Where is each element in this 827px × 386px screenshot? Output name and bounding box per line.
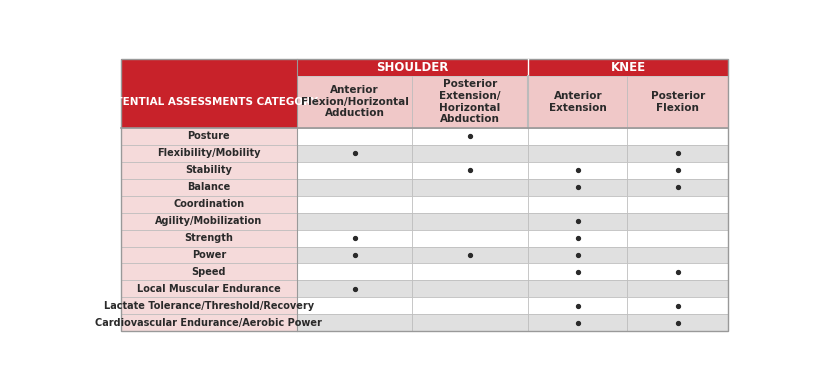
Bar — [121, 280, 297, 297]
Bar — [528, 196, 627, 213]
Bar — [297, 314, 412, 331]
Bar — [627, 128, 727, 145]
Bar — [297, 162, 412, 179]
Bar — [412, 162, 528, 179]
Bar — [297, 128, 412, 145]
Bar — [121, 162, 297, 179]
Bar — [627, 247, 727, 264]
Text: Posterior
Extension/
Horizontal
Abduction: Posterior Extension/ Horizontal Abductio… — [439, 80, 500, 124]
Text: Lactate Tolerance/Threshold/Recovery: Lactate Tolerance/Threshold/Recovery — [103, 301, 313, 311]
Bar — [412, 247, 528, 264]
Bar — [121, 247, 297, 264]
Bar — [627, 162, 727, 179]
Text: KNEE: KNEE — [609, 61, 645, 74]
Bar — [297, 297, 412, 314]
Text: Flexibility/Mobility: Flexibility/Mobility — [157, 148, 261, 158]
Bar — [121, 264, 297, 280]
Text: Strength: Strength — [184, 233, 233, 243]
Bar — [412, 297, 528, 314]
Bar — [121, 314, 297, 331]
Bar — [412, 280, 528, 297]
Bar — [528, 297, 627, 314]
Bar — [412, 213, 528, 230]
Bar — [297, 213, 412, 230]
Bar — [121, 179, 297, 196]
Bar — [627, 280, 727, 297]
Bar — [121, 230, 297, 247]
Bar — [627, 196, 727, 213]
Bar — [528, 264, 627, 280]
Bar — [412, 128, 528, 145]
Bar — [121, 196, 297, 213]
Bar — [627, 213, 727, 230]
Text: Local Muscular Endurance: Local Muscular Endurance — [136, 284, 280, 294]
Bar — [297, 196, 412, 213]
Bar — [528, 179, 627, 196]
Bar — [297, 280, 412, 297]
Bar — [528, 314, 627, 331]
Bar — [121, 145, 297, 162]
Bar — [121, 128, 297, 145]
Bar — [412, 145, 528, 162]
Bar — [528, 230, 627, 247]
Text: Agility/Mobilization: Agility/Mobilization — [155, 216, 262, 226]
Text: Balance: Balance — [187, 182, 230, 192]
Bar — [412, 196, 528, 213]
Bar — [528, 213, 627, 230]
Bar — [412, 179, 528, 196]
Text: Coordination: Coordination — [173, 199, 244, 209]
Bar — [528, 280, 627, 297]
Bar — [297, 247, 412, 264]
Text: Posture: Posture — [188, 131, 230, 141]
Bar — [412, 314, 528, 331]
Bar — [627, 179, 727, 196]
Bar — [297, 230, 412, 247]
Text: Anterior
Extension: Anterior Extension — [548, 91, 606, 113]
Text: POTENTIAL ASSESSMENTS CATEGORY: POTENTIAL ASSESSMENTS CATEGORY — [99, 97, 318, 107]
Bar — [627, 230, 727, 247]
Text: Anterior
Flexion/Horizontal
Adduction: Anterior Flexion/Horizontal Adduction — [300, 85, 408, 119]
Bar — [297, 76, 412, 128]
Bar — [627, 297, 727, 314]
Text: Power: Power — [192, 250, 226, 260]
Bar — [627, 314, 727, 331]
Bar — [297, 145, 412, 162]
Bar — [412, 230, 528, 247]
Text: SHOULDER: SHOULDER — [376, 61, 448, 74]
Bar — [627, 264, 727, 280]
Bar — [412, 76, 528, 128]
Bar — [121, 76, 297, 128]
Text: Cardiovascular Endurance/Aerobic Power: Cardiovascular Endurance/Aerobic Power — [95, 318, 322, 328]
Bar — [627, 145, 727, 162]
Bar — [528, 145, 627, 162]
Bar — [121, 297, 297, 314]
Bar — [121, 59, 727, 76]
Text: Speed: Speed — [191, 267, 226, 277]
Bar — [121, 213, 297, 230]
Bar — [297, 264, 412, 280]
Bar — [528, 162, 627, 179]
Bar — [528, 128, 627, 145]
Bar — [627, 76, 727, 128]
Bar — [528, 247, 627, 264]
Bar — [297, 179, 412, 196]
Bar — [412, 264, 528, 280]
Bar — [528, 76, 627, 128]
Text: Stability: Stability — [185, 165, 232, 175]
Text: Posterior
Flexion: Posterior Flexion — [650, 91, 704, 113]
